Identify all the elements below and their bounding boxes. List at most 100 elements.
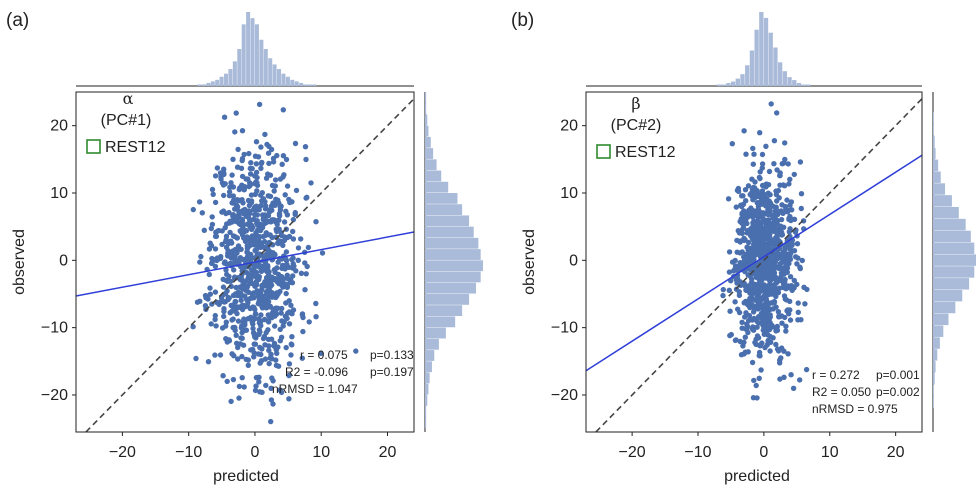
- scatter-point: [774, 251, 781, 257]
- scatter-point: [758, 367, 764, 373]
- scatter-point: [290, 228, 296, 235]
- scatter-point: [743, 287, 749, 294]
- panel-a-label: (a): [6, 10, 29, 31]
- marginal-x-bar: [303, 84, 308, 86]
- scatter-point: [750, 248, 756, 254]
- scatter-point: [250, 325, 256, 332]
- scatter-point: [767, 348, 773, 354]
- marginal-x-bar: [735, 78, 740, 86]
- marginal-x-bar: [754, 29, 759, 86]
- scatter-point: [266, 160, 272, 167]
- scatter-point: [302, 144, 309, 150]
- scatter-point: [253, 161, 260, 167]
- marginal-y-bar: [425, 394, 428, 406]
- scatter-point: [248, 280, 254, 286]
- scatter-point: [284, 272, 290, 278]
- scatter-point: [210, 256, 216, 262]
- panel-b-component: (PC#2): [611, 117, 662, 134]
- scatter-point: [209, 186, 216, 193]
- scatter-point: [736, 289, 742, 295]
- scatter-point: [256, 379, 262, 385]
- scatter-point: [288, 302, 294, 308]
- panel-a-y-ticks: −20 −10 0 10 20: [41, 118, 76, 404]
- scatter-point: [762, 324, 769, 331]
- scatter-point: [208, 321, 214, 327]
- marginal-x-bar: [740, 74, 745, 86]
- panel-b-stat-p-r2: p=0.002: [876, 385, 920, 399]
- marginal-y-bar: [425, 181, 449, 193]
- scatter-point: [258, 202, 264, 209]
- scatter-point: [279, 161, 285, 167]
- scatter-point: [735, 306, 741, 312]
- marginal-y-bar: [933, 254, 976, 266]
- x-tick-label: 10: [821, 444, 839, 461]
- marginal-x-bar: [281, 73, 286, 86]
- marginal-y-bar: [425, 372, 430, 384]
- scatter-point: [253, 374, 260, 381]
- scatter-point: [289, 334, 295, 340]
- scatter-point: [239, 353, 245, 360]
- scatter-point: [763, 296, 770, 303]
- scatter-point: [258, 165, 264, 171]
- scatter-point: [212, 246, 219, 252]
- scatter-point: [268, 418, 274, 425]
- marginal-y-bar: [425, 92, 427, 103]
- marginal-x-bar: [721, 84, 726, 86]
- scatter-point: [273, 309, 279, 315]
- marginal-y-bar: [933, 124, 934, 136]
- scatter-point: [275, 271, 282, 278]
- scatter-point: [295, 257, 301, 263]
- marginal-x-bar: [210, 81, 215, 86]
- marginal-y-bar: [425, 271, 481, 283]
- scatter-point: [256, 331, 262, 338]
- scatter-point: [283, 156, 290, 163]
- panel-b-legend-label: REST12: [615, 144, 676, 161]
- scatter-point: [753, 336, 759, 342]
- marginal-y-bar: [425, 114, 428, 126]
- scatter-point: [767, 238, 773, 245]
- scatter-point: [269, 217, 275, 223]
- marginal-x-bar: [773, 47, 778, 86]
- scatter-point: [272, 202, 278, 208]
- scatter-point: [258, 160, 265, 167]
- panel-b-y-axis-label: observed: [521, 229, 538, 295]
- scatter-point: [207, 240, 213, 246]
- marginal-y-bar: [933, 278, 970, 290]
- marginal-x-bar: [224, 73, 229, 86]
- scatter-point: [752, 179, 758, 185]
- marginal-y-bar: [425, 159, 437, 171]
- scatter-point: [720, 292, 726, 299]
- scatter-point: [267, 355, 273, 361]
- scatter-point: [762, 283, 768, 289]
- scatter-point: [286, 361, 293, 367]
- scatter-point: [733, 337, 739, 343]
- panel-b-stat-p-r: p=0.001: [876, 368, 920, 382]
- scatter-point: [757, 130, 763, 136]
- scatter-point: [755, 289, 761, 295]
- marginal-y-bar: [425, 249, 481, 260]
- scatter-point: [798, 205, 804, 212]
- scatter-point: [784, 251, 790, 257]
- scatter-point: [305, 244, 312, 251]
- scatter-point: [766, 253, 772, 260]
- marginal-x-bar: [237, 49, 242, 86]
- scatter-point: [212, 289, 219, 295]
- marginal-x-bar: [312, 84, 317, 86]
- y-tick-label: 10: [560, 185, 578, 202]
- scatter-point: [201, 227, 207, 233]
- scatter-point: [288, 352, 294, 358]
- marginal-y-bar: [933, 147, 936, 160]
- scatter-point: [761, 219, 768, 226]
- scatter-point: [235, 318, 242, 324]
- scatter-point: [771, 262, 777, 268]
- scatter-point: [765, 266, 771, 273]
- marginal-x-bar: [272, 64, 277, 86]
- scatter-point: [254, 180, 260, 186]
- panel-b-fit-line: [585, 154, 923, 372]
- scatter-point: [289, 199, 295, 205]
- panel-a-symbol: α: [123, 89, 134, 108]
- panel-a-y-axis-label: observed: [11, 229, 28, 295]
- scatter-point: [769, 322, 775, 329]
- scatter-point: [229, 351, 235, 357]
- scatter-point: [216, 227, 222, 234]
